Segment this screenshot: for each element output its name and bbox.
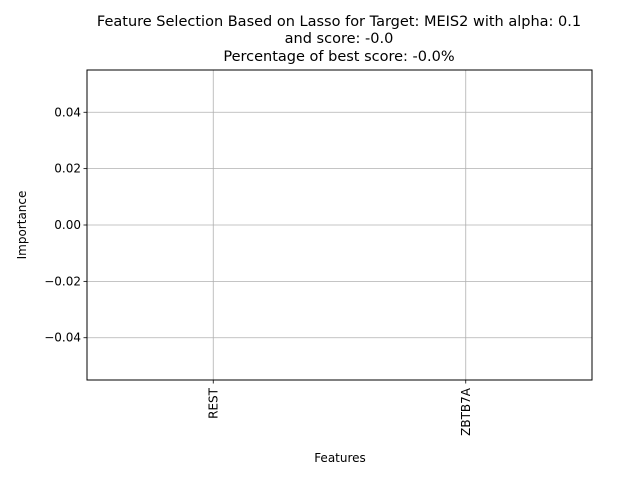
x-tick-label: ZBTB7A [459,387,473,436]
x-ticks: REST ZBTB7A [206,380,473,436]
chart-title-line-1: Feature Selection Based on Lasso for Tar… [97,14,581,30]
y-tick-label: 0.00 [54,218,81,232]
x-axis-label: Features [314,451,366,465]
grid-layer [87,70,592,380]
x-tick-label: REST [206,387,220,419]
chart-title-line-2: and score: -0.0 [285,31,394,47]
y-tick-label: 0.02 [54,162,81,176]
y-tick-label: 0.04 [54,105,81,119]
y-tick-label: −0.02 [44,274,81,288]
chart-title-line-3: Percentage of best score: -0.0% [223,49,454,65]
y-ticks: −0.04 −0.02 0.00 0.02 0.04 [44,105,87,345]
y-tick-label: −0.04 [44,331,81,345]
y-axis-label: Importance [15,191,29,260]
